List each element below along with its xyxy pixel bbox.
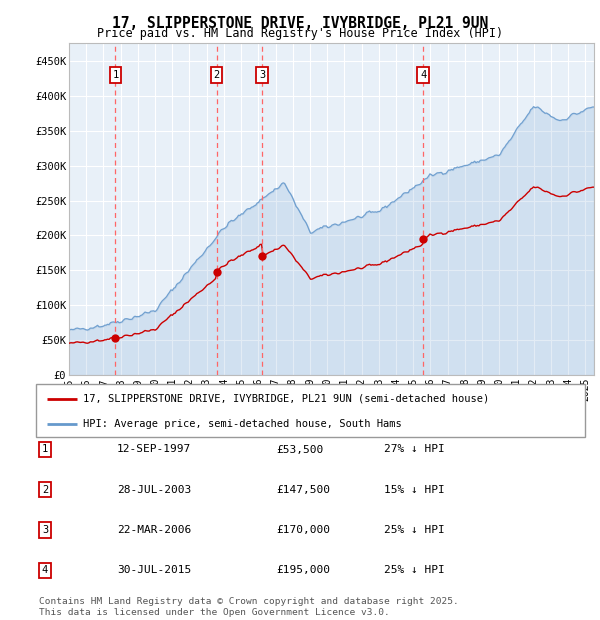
Text: 25% ↓ HPI: 25% ↓ HPI — [384, 565, 445, 575]
Text: Contains HM Land Registry data © Crown copyright and database right 2025.
This d: Contains HM Land Registry data © Crown c… — [39, 598, 459, 617]
Text: £170,000: £170,000 — [276, 525, 330, 535]
Text: 1: 1 — [112, 70, 119, 80]
Text: 15% ↓ HPI: 15% ↓ HPI — [384, 485, 445, 495]
Text: 1: 1 — [42, 445, 48, 454]
Text: 2: 2 — [214, 70, 220, 80]
Text: 4: 4 — [42, 565, 48, 575]
Text: £147,500: £147,500 — [276, 485, 330, 495]
Text: 28-JUL-2003: 28-JUL-2003 — [117, 485, 191, 495]
Text: 4: 4 — [420, 70, 426, 80]
Text: 3: 3 — [259, 70, 265, 80]
Text: 12-SEP-1997: 12-SEP-1997 — [117, 445, 191, 454]
Text: 17, SLIPPERSTONE DRIVE, IVYBRIDGE, PL21 9UN (semi-detached house): 17, SLIPPERSTONE DRIVE, IVYBRIDGE, PL21 … — [83, 394, 489, 404]
FancyBboxPatch shape — [36, 384, 585, 437]
Text: £195,000: £195,000 — [276, 565, 330, 575]
Text: 27% ↓ HPI: 27% ↓ HPI — [384, 445, 445, 454]
Text: 17, SLIPPERSTONE DRIVE, IVYBRIDGE, PL21 9UN: 17, SLIPPERSTONE DRIVE, IVYBRIDGE, PL21 … — [112, 16, 488, 30]
Text: 22-MAR-2006: 22-MAR-2006 — [117, 525, 191, 535]
Text: 25% ↓ HPI: 25% ↓ HPI — [384, 525, 445, 535]
Text: Price paid vs. HM Land Registry's House Price Index (HPI): Price paid vs. HM Land Registry's House … — [97, 27, 503, 40]
Text: 3: 3 — [42, 525, 48, 535]
Text: HPI: Average price, semi-detached house, South Hams: HPI: Average price, semi-detached house,… — [83, 419, 401, 429]
Text: 2: 2 — [42, 485, 48, 495]
Text: £53,500: £53,500 — [276, 445, 323, 454]
Text: 30-JUL-2015: 30-JUL-2015 — [117, 565, 191, 575]
